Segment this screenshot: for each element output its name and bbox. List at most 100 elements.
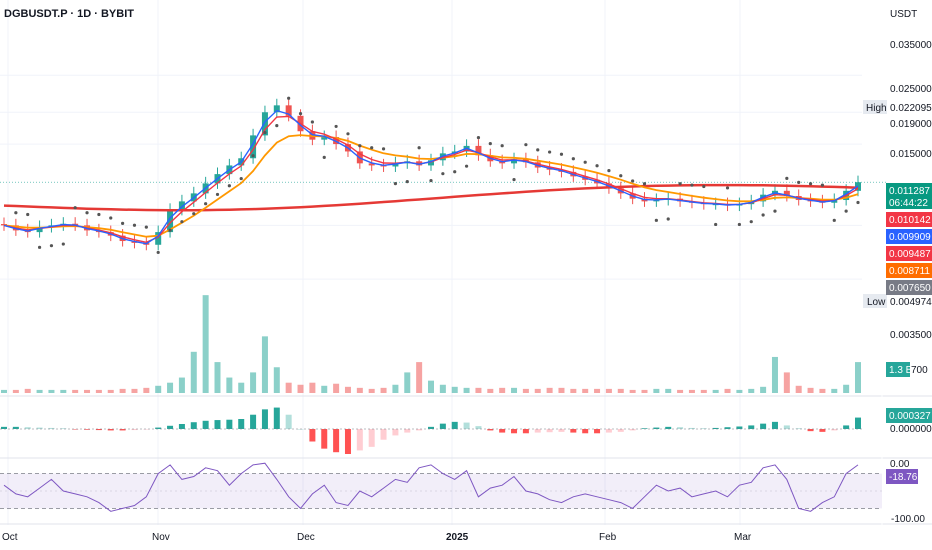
sar-dot [785, 176, 789, 180]
rsi-tag-bg [886, 469, 918, 484]
sar-dot [298, 112, 303, 116]
macd-bar [807, 429, 814, 432]
macd-bar [760, 423, 767, 429]
ema-fast-line [3, 109, 859, 245]
sar-dot [405, 179, 409, 184]
sar-dot [571, 157, 575, 161]
macd-bar [428, 426, 434, 429]
macd-bar [48, 427, 55, 429]
price-tag-bg [886, 263, 932, 278]
volume-bar [558, 387, 565, 393]
volume-bar [190, 351, 197, 393]
sar-dot [559, 152, 564, 156]
indicator-lines [3, 96, 860, 255]
macd-bar [487, 429, 494, 431]
volume-bar [641, 389, 648, 393]
price-tag-bg [886, 212, 932, 227]
macd-tag-bg [886, 408, 932, 423]
macd-bar [522, 429, 529, 434]
price-tag-value: 0.009909 [889, 232, 931, 243]
volume-bar [487, 388, 494, 393]
candle-body [273, 105, 280, 113]
sar-dot [453, 170, 457, 174]
volume-bar [677, 389, 684, 393]
macd-bar [475, 426, 482, 429]
volume-bar [700, 389, 707, 393]
macd-bar [677, 427, 684, 429]
macd-bar [843, 425, 850, 429]
sar-dot [85, 211, 89, 215]
sar-dot [121, 221, 125, 225]
sar-dot [820, 183, 825, 187]
price-axis[interactable]: 0.035000 0.025000 0.019000 0.015000 0.003500… [863, 40, 932, 341]
macd-bar [226, 419, 233, 429]
macd-bar [724, 427, 731, 429]
macd-bar [36, 427, 43, 429]
macd-bar [629, 429, 636, 431]
macd-bar [190, 422, 197, 429]
rsi-line [3, 462, 859, 512]
macd-bar [700, 428, 707, 429]
macd-bar [143, 429, 150, 430]
volume-bar [333, 383, 340, 393]
volume-bar [783, 372, 790, 393]
sar-dot [204, 202, 208, 206]
volume-bar [297, 384, 304, 393]
volume-bar [807, 387, 814, 393]
volume-bar [771, 356, 778, 393]
macd-bar [783, 425, 790, 429]
volume-bar [273, 367, 280, 393]
volume-axis-label: 700 [911, 365, 928, 376]
candle-body [333, 137, 340, 145]
symbol-title[interactable]: DGBUSDT.P · 1D · BYBIT [4, 8, 134, 20]
time-axis[interactable]: Oct Nov Dec 2025 Feb Mar [2, 532, 752, 543]
macd-bar [72, 429, 79, 430]
volume-bar [60, 389, 67, 393]
sar-dot [536, 148, 540, 152]
volume-bar [95, 389, 102, 393]
candle-body [261, 112, 268, 136]
macd-bar [511, 429, 518, 434]
sar-dot [370, 146, 374, 150]
volume-bar [226, 377, 233, 393]
macd-bar [84, 429, 91, 430]
sar-dot [156, 250, 160, 255]
sar-dot [464, 164, 469, 168]
candle-body [428, 160, 434, 166]
sar-dot [144, 225, 148, 229]
volume-bar [605, 388, 612, 393]
volume-bar [119, 388, 126, 393]
currency-label[interactable]: USDT [890, 9, 918, 20]
volume-bar [404, 372, 411, 393]
sar-dot [109, 216, 113, 220]
volume-bar [24, 388, 31, 393]
sar-dot [678, 182, 682, 186]
volume-bar [570, 388, 577, 393]
macd-bar [250, 414, 257, 429]
macd-bar [107, 429, 114, 431]
time-axis-label: 2025 [446, 532, 469, 543]
sar-dot [251, 154, 255, 158]
volume-bar [107, 389, 114, 393]
candle-body [167, 209, 174, 233]
low-label: Low [867, 297, 886, 308]
sar-dot [488, 142, 492, 146]
sar-dot [168, 228, 172, 232]
sar-dot [761, 213, 765, 217]
volume-bar [712, 389, 719, 393]
macd-bar [321, 429, 328, 449]
candle-body [653, 200, 660, 202]
candle-body [321, 137, 328, 140]
volume-bar [368, 388, 375, 393]
macd-bar [546, 429, 553, 433]
macd-bar [1, 426, 7, 429]
macd-bar [463, 422, 470, 429]
macd-bar [356, 429, 363, 451]
sar-dot [725, 186, 730, 190]
candle-body [36, 227, 43, 233]
volume-bar [321, 385, 328, 393]
volume-bar [855, 362, 861, 393]
volume-bar [12, 389, 19, 393]
